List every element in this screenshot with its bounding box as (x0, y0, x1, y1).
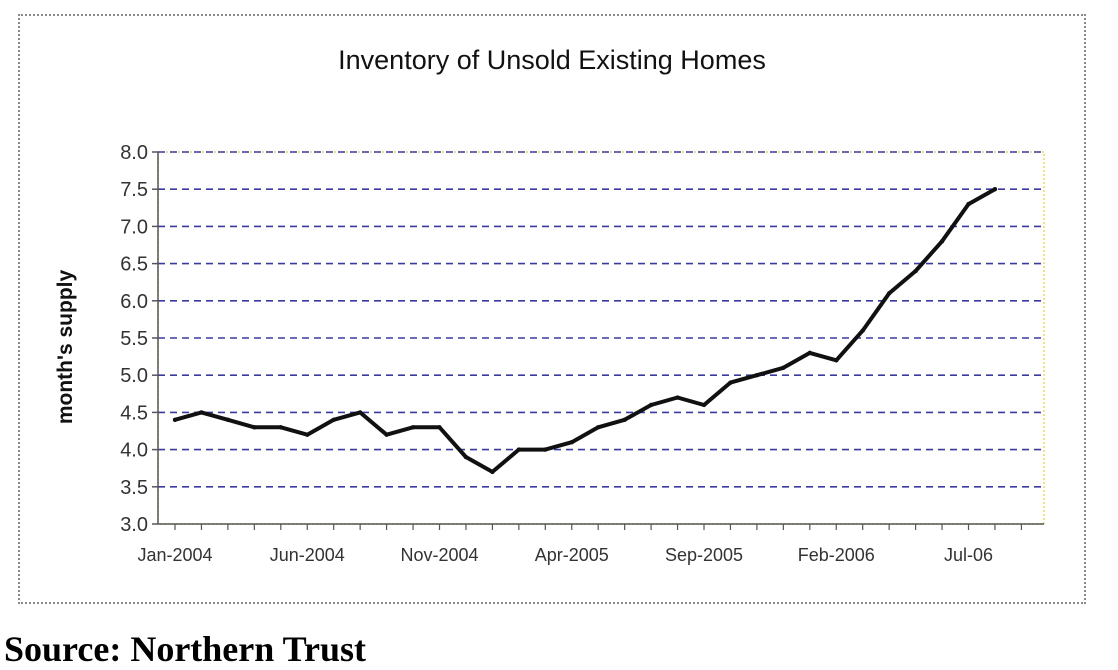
x-tick-label: Jul-06 (944, 545, 993, 565)
source-caption: Source: Northern Trust (4, 629, 366, 669)
y-tick-label: 5.0 (120, 365, 148, 387)
y-tick-label: 8.0 (120, 142, 148, 164)
data-point (834, 358, 839, 363)
x-tick-label: Sep-2005 (665, 545, 743, 565)
x-tick-label: Jun-2004 (270, 545, 345, 565)
data-point (437, 425, 442, 430)
y-tick-label: 5.5 (120, 328, 148, 350)
data-point (252, 425, 257, 430)
data-point (516, 447, 522, 452)
data-point (569, 439, 574, 445)
y-tick-label: 6.0 (120, 291, 148, 313)
data-point (490, 469, 495, 475)
data-point (992, 187, 998, 192)
y-tick-label: 4.5 (120, 402, 148, 424)
y-tick-label: 7.0 (120, 216, 148, 238)
data-point (939, 239, 945, 244)
chart-title: Inventory of Unsold Existing Homes (338, 45, 766, 75)
chart-frame: Inventory of Unsold Existing Homes month… (18, 14, 1086, 604)
x-tick-label: Apr-2005 (535, 545, 609, 565)
data-point (463, 454, 469, 460)
data-point (331, 417, 336, 423)
data-point (357, 410, 363, 415)
data-point (384, 432, 389, 437)
line-chart: Inventory of Unsold Existing Homes month… (54, 45, 1045, 565)
data-point (860, 328, 865, 333)
data-point (225, 417, 231, 423)
data-point (966, 201, 971, 207)
data-point (305, 432, 310, 437)
x-tick-label: Jan-2004 (137, 545, 212, 565)
x-tick-label: Feb-2006 (798, 545, 875, 565)
data-point (886, 291, 892, 296)
data-point (648, 402, 654, 408)
data-point (543, 447, 548, 452)
data-point (172, 417, 178, 423)
data-point (807, 350, 812, 356)
data-point (278, 425, 283, 430)
data-point (675, 395, 680, 400)
data-point (754, 373, 760, 378)
data-point (199, 410, 204, 415)
data-point (701, 402, 707, 408)
y-tick-label: 3.5 (120, 477, 148, 499)
data-point (781, 365, 786, 370)
data-point (622, 417, 627, 423)
x-tick-label: Nov-2004 (400, 545, 478, 565)
data-point (728, 380, 733, 385)
y-tick-label: 3.0 (120, 514, 148, 536)
data-point (596, 425, 601, 430)
plot-area: 3.0 3.5 4.0 4.5 5.0 5.5 6.0 6.5 7.0 7.5 8.0 Jan-200… (120, 142, 1045, 565)
y-tick-label: 7.5 (120, 179, 148, 201)
series-line (173, 187, 997, 474)
data-point (913, 268, 918, 274)
y-tick-label: 6.5 (120, 254, 148, 276)
y-axis-label: month's supply (54, 270, 77, 425)
y-tick-label: 4.0 (120, 440, 148, 462)
data-point (410, 425, 416, 430)
